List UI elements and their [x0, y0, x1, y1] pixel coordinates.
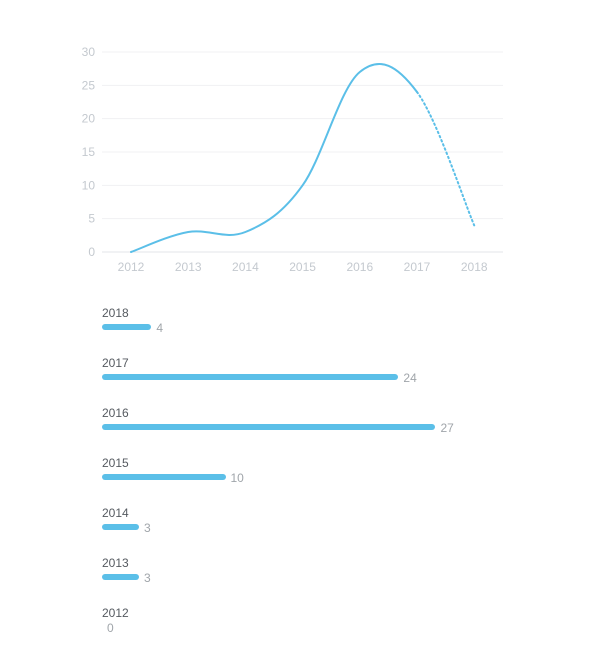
- y-tick-label: 25: [82, 78, 96, 92]
- bar: [102, 523, 140, 530]
- x-tick-label: 2012: [118, 260, 145, 274]
- bar-value-label: 27: [440, 421, 454, 435]
- bar: [102, 323, 152, 330]
- bar-category-label: 2015: [102, 456, 129, 470]
- x-tick-label: 2013: [175, 260, 202, 274]
- bar-value-label: 24: [403, 371, 417, 385]
- bar: [102, 573, 140, 580]
- y-tick-label: 10: [82, 178, 96, 192]
- x-tick-label: 2014: [232, 260, 259, 274]
- bar-value-label: 3: [144, 521, 151, 535]
- bar-value-label: 4: [156, 321, 164, 335]
- bar-category-label: 2018: [102, 306, 129, 320]
- x-tick-label: 2017: [404, 260, 431, 274]
- bar-category-label: 2016: [102, 406, 129, 420]
- x-tick-label: 2016: [346, 260, 373, 274]
- series-line-projected: [416, 91, 476, 227]
- y-axis: 0 5 10 15 20 25 30: [82, 45, 96, 259]
- bar-category-label: 2012: [102, 606, 129, 620]
- y-tick-label: 0: [88, 245, 95, 259]
- y-tick-label: 20: [82, 112, 96, 126]
- bar-category-label: 2014: [102, 506, 129, 520]
- x-tick-label: 2018: [461, 260, 488, 274]
- bar: [102, 423, 436, 430]
- series-line: [130, 62, 418, 253]
- bar: [102, 373, 399, 380]
- x-tick-label: 2015: [289, 260, 316, 274]
- bar: [102, 473, 226, 480]
- bar-value-label: 0: [107, 621, 114, 635]
- y-tick-label: 15: [82, 145, 96, 159]
- bar-category-label: 2013: [102, 556, 129, 570]
- bar-value-label: 3: [144, 571, 151, 585]
- y-tick-label: 5: [88, 212, 95, 226]
- bar-value-label: 10: [230, 471, 244, 485]
- x-axis: 2012 2013 2014 2015 2016 2017 2018: [118, 260, 488, 274]
- series-layer: [130, 62, 476, 253]
- bar-category-label: 2017: [102, 356, 129, 370]
- y-tick-label: 30: [82, 45, 96, 59]
